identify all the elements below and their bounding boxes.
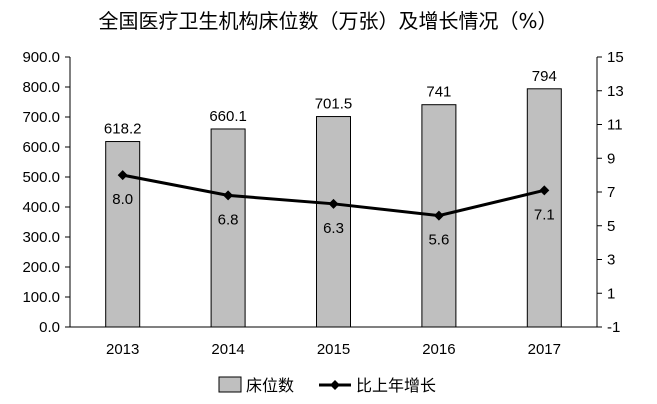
legend-line-label: 比上年增长 <box>356 376 436 395</box>
line-value-label: 7.1 <box>534 206 555 223</box>
right-tick-label: 3 <box>607 252 615 269</box>
line-marker <box>223 190 234 201</box>
bar <box>316 116 351 328</box>
left-tick-label: 800.0 <box>22 79 60 96</box>
bar-value-label: 701.5 <box>315 96 353 113</box>
right-tick-label: -1 <box>607 319 620 336</box>
x-tick-label: 2013 <box>106 341 139 358</box>
x-tick-label: 2016 <box>422 341 455 358</box>
legend: 床位数 比上年增长 <box>218 376 436 395</box>
line-value-label: 6.8 <box>218 211 239 228</box>
x-tick-label: 2014 <box>211 341 244 358</box>
line-value-label: 6.3 <box>323 220 344 237</box>
bar <box>105 141 141 328</box>
plot-area: 0.0 100.0 200.0 300.0 400.0 500.0 600.0 700.0 80… <box>22 49 623 358</box>
left-tick-label: 0.0 <box>39 319 60 336</box>
right-tick-label: 7 <box>607 184 615 201</box>
right-tick-label: 1 <box>607 285 615 302</box>
right-tick-label: 11 <box>607 117 623 134</box>
bar-value-label: 741 <box>426 84 451 101</box>
left-tick-label: 700.0 <box>22 109 60 126</box>
left-tick-label: 600.0 <box>22 139 60 156</box>
line-marker <box>117 170 128 181</box>
left-tick-label: 300.0 <box>22 229 60 246</box>
bar-value-label: 794 <box>532 68 557 85</box>
x-tick-label: 2015 <box>317 341 350 358</box>
legend-bar-swatch <box>218 376 242 393</box>
bar <box>210 128 246 328</box>
left-tick-label: 400.0 <box>22 199 60 216</box>
line-value-label: 5.6 <box>428 232 449 249</box>
line-value-label: 8.0 <box>112 191 133 208</box>
right-tick-label: 13 <box>607 83 624 100</box>
bar <box>526 88 562 328</box>
legend-bar-label: 床位数 <box>246 376 294 395</box>
chart-title: 全国医疗卫生机构床位数（万张）及增长情况（%） <box>98 9 557 33</box>
right-tick-label: 15 <box>607 49 624 66</box>
left-tick-label: 100.0 <box>22 289 60 306</box>
bar-value-label: 618.2 <box>104 121 142 138</box>
line-marker <box>433 210 444 221</box>
left-tick-label: 900.0 <box>22 49 60 66</box>
left-tick-label: 200.0 <box>22 259 60 276</box>
bar-value-label: 660.1 <box>209 108 247 125</box>
x-tick-label: 2017 <box>528 341 561 358</box>
right-tick-label: 9 <box>607 150 615 167</box>
line-marker <box>328 198 339 209</box>
line-marker <box>539 185 550 196</box>
left-tick-label: 500.0 <box>22 169 60 186</box>
legend-line-marker <box>330 380 340 390</box>
right-tick-label: 5 <box>607 218 615 235</box>
